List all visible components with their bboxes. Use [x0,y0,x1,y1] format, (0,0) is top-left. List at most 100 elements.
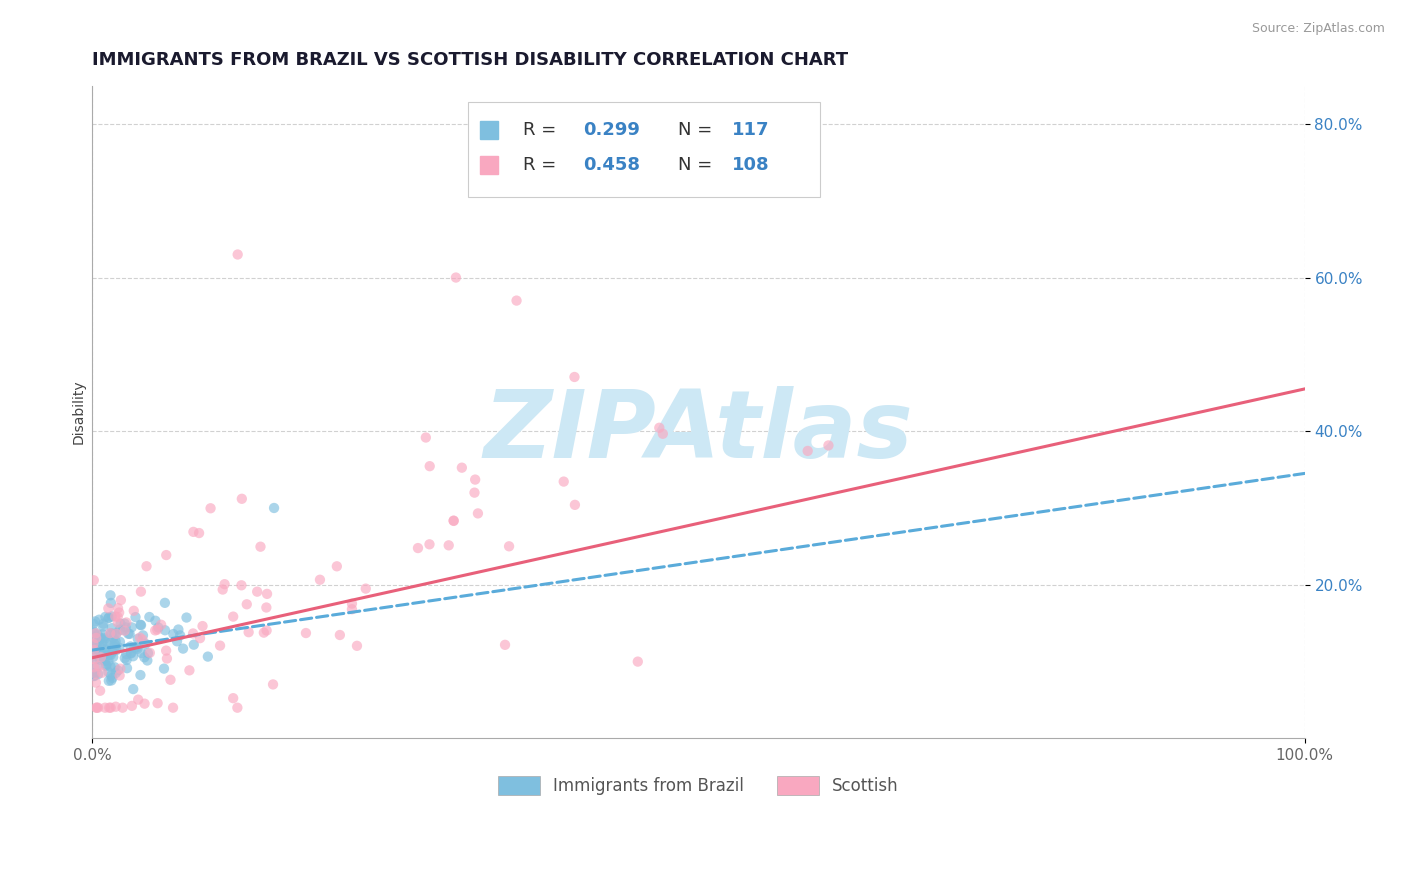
Point [86,700,108,714]
Point [136,646,159,660]
Point [105,627,128,641]
Point [101,644,124,658]
Point [97,654,120,668]
Point [87,667,110,681]
Point [90,640,112,655]
Point [89,683,111,698]
Point [103,631,125,645]
Point [444,270,467,285]
Point [93,631,115,645]
Point [84,615,107,629]
Point [105,643,128,657]
Point [262,677,284,691]
Point [295,626,318,640]
Point [83,649,105,664]
Point [103,650,125,665]
Point [82,626,104,640]
Point [467,507,489,521]
Point [263,500,285,515]
Point [121,620,143,634]
Point [94,654,117,668]
Point [135,559,157,574]
Point [443,514,465,528]
Point [183,524,205,539]
Point [309,573,332,587]
Y-axis label: Disability: Disability [72,380,86,444]
Point [104,634,127,648]
Point [89,653,111,667]
Point [463,485,485,500]
Point [246,584,269,599]
Text: ZIPAtlas: ZIPAtlas [484,385,914,477]
Point [121,698,143,713]
Point [96,635,118,649]
Point [329,628,352,642]
Point [129,617,152,632]
Point [150,617,173,632]
Point [136,653,159,667]
Point [83,669,105,683]
Point [105,626,128,640]
Text: R =: R = [523,121,561,139]
Point [89,632,111,647]
Point [346,639,368,653]
Point [200,501,222,516]
Point [188,631,211,645]
Point [108,635,131,649]
Point [104,640,127,654]
Point [254,600,277,615]
Point [100,673,122,688]
Text: N =: N = [678,121,718,139]
Point [443,514,465,528]
Point [100,588,122,602]
Point [100,659,122,673]
Point [120,640,142,654]
Point [406,541,429,555]
Point [97,647,120,661]
Point [153,624,176,638]
Point [115,647,138,661]
Point [162,627,184,641]
Point [340,597,363,611]
Point [94,659,117,673]
Point [181,626,204,640]
Point [96,646,118,660]
Point [83,652,105,666]
Point [83,635,105,649]
Point [91,636,114,650]
Point [122,640,145,655]
Point [120,646,142,660]
Point [146,623,169,637]
Point [564,498,586,512]
Point [211,582,233,597]
Point [494,638,516,652]
Point [253,625,276,640]
Point [169,628,191,642]
Point [214,577,236,591]
Point [114,651,136,665]
Point [159,673,181,687]
Point [83,624,105,639]
Point [110,662,132,676]
Point [437,538,460,552]
Point [100,648,122,662]
Point [108,668,131,682]
Point [226,247,249,261]
Point [256,624,278,638]
Point [94,700,117,714]
Point [93,632,115,647]
Point [796,444,818,458]
Point [146,696,169,710]
Point [505,293,527,308]
Point [148,620,170,634]
Point [86,661,108,675]
Point [89,613,111,627]
Point [132,628,155,642]
Point [209,639,232,653]
Point [91,665,114,680]
Point [627,655,650,669]
Point [498,539,520,553]
Point [143,624,166,638]
Point [114,620,136,634]
Point [84,675,107,690]
